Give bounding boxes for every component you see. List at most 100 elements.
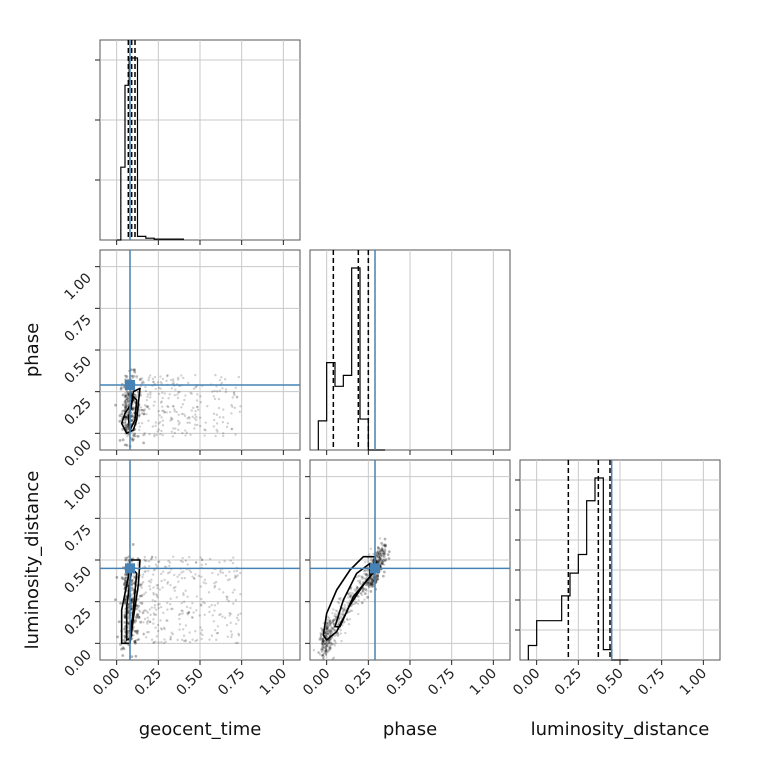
scatter-phase-vs-geocent-time-sample-point — [182, 376, 185, 380]
scatter-luminosity-distance-vs-phase-sample-point — [343, 620, 346, 624]
scatter-luminosity-distance-vs-geocent-time-sample-point — [184, 624, 188, 627]
scatter-luminosity-distance-vs-geocent-time-sample-point — [130, 597, 134, 600]
scatter-luminosity-distance-vs-phase-sample-point — [356, 575, 360, 578]
scatter-luminosity-distance-vs-geocent-time-sample-point — [168, 561, 172, 564]
scatter-phase-vs-geocent-time-sample-point — [151, 377, 155, 381]
scatter-phase-vs-geocent-time-sample-point — [189, 433, 192, 436]
scatter-luminosity-distance-vs-phase-sample-point — [372, 552, 375, 556]
scatter-luminosity-distance-vs-geocent-time-sample-point — [204, 582, 208, 585]
scatter-phase-vs-geocent-time-sample-point — [125, 401, 128, 405]
scatter-luminosity-distance-vs-geocent-time-core-point — [136, 629, 140, 633]
scatter-phase-vs-geocent-time-sample-point — [218, 389, 222, 392]
scatter-luminosity-distance-vs-geocent-time-sample-point — [157, 560, 160, 564]
scatter-luminosity-distance-vs-phase-sample-point — [331, 620, 334, 623]
scatter-phase-vs-geocent-time-sample-point — [180, 412, 184, 416]
scatter-luminosity-distance-vs-phase-sample-point — [337, 633, 340, 637]
scatter-luminosity-distance-vs-phase-sample-point — [365, 572, 368, 576]
scatter-luminosity-distance-vs-geocent-time-sample-point — [219, 569, 222, 572]
scatter-luminosity-distance-vs-geocent-time-core-point — [138, 594, 142, 598]
scatter-luminosity-distance-vs-phase-sample-point — [324, 632, 328, 635]
scatter-luminosity-distance-vs-geocent-time-sample-point — [156, 586, 159, 590]
scatter-luminosity-distance-vs-geocent-time-sample-point — [194, 630, 197, 633]
scatter-luminosity-distance-vs-phase-sample-point — [330, 630, 333, 633]
histogram-phase-panel — [309, 249, 511, 455]
scatter-luminosity-distance-vs-phase-sample-point — [377, 546, 380, 549]
scatter-luminosity-distance-vs-phase-xtick-label: 0.50 — [383, 666, 416, 699]
scatter-luminosity-distance-vs-phase-sample-point — [321, 644, 325, 647]
scatter-phase-vs-geocent-time-sample-point — [160, 400, 163, 403]
scatter-luminosity-distance-vs-geocent-time-sample-point — [195, 561, 198, 564]
scatter-luminosity-distance-vs-geocent-time-core-point — [135, 613, 139, 617]
scatter-luminosity-distance-vs-phase-sample-point — [334, 615, 337, 618]
scatter-luminosity-distance-vs-geocent-time-sample-point — [192, 611, 195, 614]
scatter-luminosity-distance-vs-phase-core-point — [383, 550, 386, 554]
scatter-luminosity-distance-vs-geocent-time-sample-point — [186, 612, 189, 615]
scatter-phase-vs-geocent-time-core-point — [133, 368, 136, 372]
scatter-luminosity-distance-vs-geocent-time-sample-point — [153, 606, 156, 609]
scatter-luminosity-distance-vs-phase-sample-point — [321, 641, 324, 644]
scatter-luminosity-distance-vs-phase-core-point — [369, 576, 373, 580]
scatter-luminosity-distance-vs-geocent-time-sample-point — [195, 638, 199, 642]
scatter-luminosity-distance-vs-geocent-time-sample-point — [155, 565, 159, 568]
scatter-luminosity-distance-vs-geocent-time-sample-point — [144, 570, 147, 573]
scatter-luminosity-distance-vs-geocent-time-sample-point — [163, 578, 166, 582]
scatter-luminosity-distance-vs-geocent-time-core-point — [128, 679, 131, 682]
scatter-luminosity-distance-vs-phase-sample-point — [341, 609, 345, 612]
scatter-luminosity-distance-vs-phase-sample-point — [329, 638, 332, 641]
scatter-luminosity-distance-vs-geocent-time-sample-point — [197, 574, 201, 578]
scatter-luminosity-distance-vs-geocent-time-sample-point — [199, 626, 202, 629]
scatter-phase-vs-geocent-time-sample-point — [152, 380, 155, 384]
scatter-luminosity-distance-vs-phase-sample-point — [382, 549, 385, 553]
scatter-luminosity-distance-vs-phase-sample-point — [369, 559, 373, 562]
scatter-luminosity-distance-vs-geocent-time-sample-point — [178, 628, 181, 631]
scatter-luminosity-distance-vs-phase-sample-point — [350, 609, 354, 613]
scatter-luminosity-distance-vs-geocent-time-sample-point — [201, 633, 204, 637]
scatter-phase-vs-geocent-time-sample-point — [123, 399, 127, 402]
scatter-luminosity-distance-vs-geocent-time-sample-point — [216, 625, 220, 628]
scatter-luminosity-distance-vs-phase-sample-point — [331, 627, 335, 630]
scatter-luminosity-distance-vs-phase-xtick-label: 0.00 — [300, 666, 333, 699]
scatter-luminosity-distance-vs-phase-sample-point — [366, 574, 369, 577]
scatter-phase-vs-geocent-time-sample-point — [147, 378, 150, 382]
scatter-luminosity-distance-vs-geocent-time-sample-point — [219, 612, 222, 616]
scatter-phase-vs-geocent-time-ytick-label: 1.00 — [61, 270, 94, 303]
scatter-luminosity-distance-vs-geocent-time-sample-point — [195, 609, 198, 612]
scatter-phase-vs-geocent-time-contour — [120, 387, 141, 435]
scatter-luminosity-distance-vs-phase-sample-point — [363, 598, 366, 601]
scatter-luminosity-distance-vs-phase-sample-point — [328, 646, 331, 649]
scatter-phase-vs-geocent-time-sample-point — [230, 412, 233, 415]
scatter-luminosity-distance-vs-phase-sample-point — [322, 646, 326, 650]
scatter-luminosity-distance-vs-phase-sample-point — [318, 637, 322, 640]
scatter-luminosity-distance-vs-geocent-time-sample-point — [223, 560, 226, 563]
scatter-luminosity-distance-vs-phase-sample-point — [334, 612, 337, 616]
scatter-phase-vs-geocent-time-sample-point — [146, 404, 150, 408]
scatter-phase-vs-geocent-time-ytick-label: 0.50 — [61, 354, 94, 387]
scatter-phase-vs-geocent-time-sample-point — [176, 378, 180, 381]
scatter-luminosity-distance-vs-phase-core-point — [371, 578, 375, 582]
scatter-phase-vs-geocent-time-sample-point — [187, 415, 191, 419]
scatter-phase-vs-geocent-time-sample-point — [131, 418, 134, 421]
scatter-luminosity-distance-vs-geocent-time-sample-point — [226, 635, 230, 638]
scatter-luminosity-distance-vs-phase-core-point — [377, 554, 380, 558]
scatter-luminosity-distance-vs-geocent-time-core-point — [116, 635, 120, 639]
scatter-luminosity-distance-vs-geocent-time-sample-point — [193, 577, 196, 580]
scatter-phase-vs-geocent-time-sample-point — [196, 423, 199, 427]
scatter-phase-vs-geocent-time-sample-point — [138, 408, 141, 412]
scatter-luminosity-distance-vs-phase-sample-point — [320, 626, 323, 630]
scatter-luminosity-distance-vs-geocent-time-sample-point — [235, 575, 238, 579]
scatter-luminosity-distance-vs-phase-sample-point — [333, 617, 336, 621]
scatter-luminosity-distance-vs-geocent-time-sample-point — [208, 557, 212, 561]
scatter-phase-vs-geocent-time-sample-point — [146, 405, 150, 409]
scatter-luminosity-distance-vs-phase-sample-point — [358, 574, 361, 577]
scatter-luminosity-distance-vs-geocent-time-sample-point — [123, 614, 127, 618]
scatter-luminosity-distance-vs-geocent-time-sample-point — [208, 610, 211, 614]
scatter-phase-vs-geocent-time-sample-point — [123, 396, 127, 399]
scatter-luminosity-distance-vs-geocent-time-sample-point — [123, 636, 127, 640]
scatter-phase-vs-geocent-time-sample-point — [204, 429, 207, 432]
scatter-luminosity-distance-vs-phase-sample-point — [328, 622, 331, 625]
scatter-luminosity-distance-vs-phase-sample-point — [324, 650, 328, 654]
scatter-luminosity-distance-vs-phase-sample-point — [336, 632, 340, 635]
scatter-phase-vs-geocent-time-sample-point — [166, 374, 169, 377]
scatter-luminosity-distance-vs-geocent-time-sample-point — [162, 611, 165, 615]
scatter-phase-vs-geocent-time-sample-point — [151, 425, 155, 428]
